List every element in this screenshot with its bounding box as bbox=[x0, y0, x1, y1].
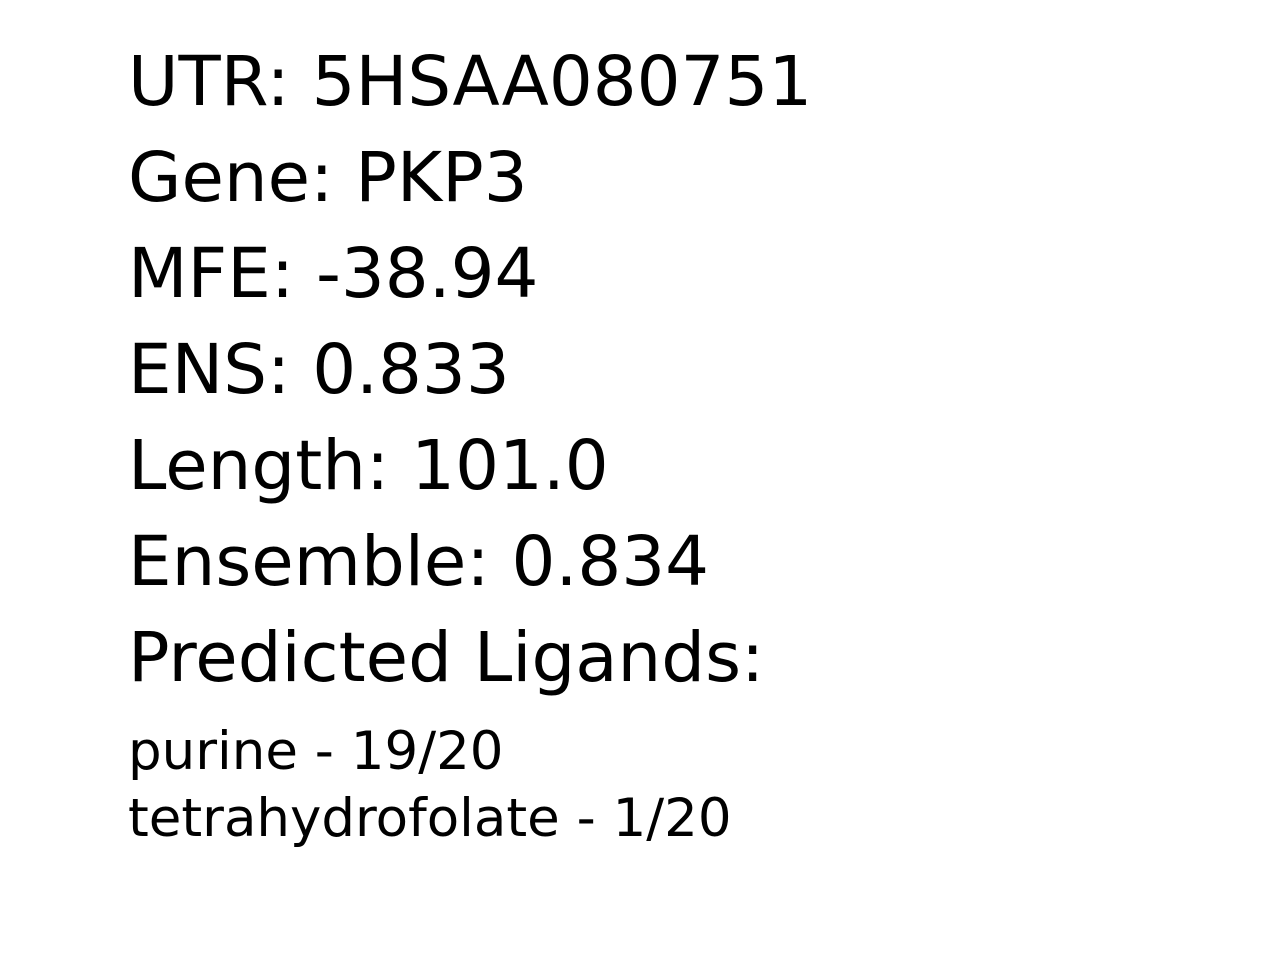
gene-name: Gene: PKP3 bbox=[128, 138, 528, 218]
ens-value: ENS: 0.833 bbox=[128, 330, 510, 410]
record-info: UTR: 5HSAA080751 Gene: PKP3 MFE: -38.94 … bbox=[128, 34, 812, 706]
predicted-ligands-heading: Predicted Ligands: bbox=[128, 618, 765, 698]
ensemble-value: Ensemble: 0.834 bbox=[128, 522, 710, 602]
ligand-list: purine - 19/20 tetrahydrofolate - 1/20 bbox=[128, 718, 732, 852]
ligand-item: tetrahydrofolate - 1/20 bbox=[128, 788, 732, 849]
length-value: Length: 101.0 bbox=[128, 426, 609, 506]
ligand-item: purine - 19/20 bbox=[128, 721, 504, 782]
mfe-value: MFE: -38.94 bbox=[128, 234, 539, 314]
utr-id: UTR: 5HSAA080751 bbox=[128, 42, 813, 122]
